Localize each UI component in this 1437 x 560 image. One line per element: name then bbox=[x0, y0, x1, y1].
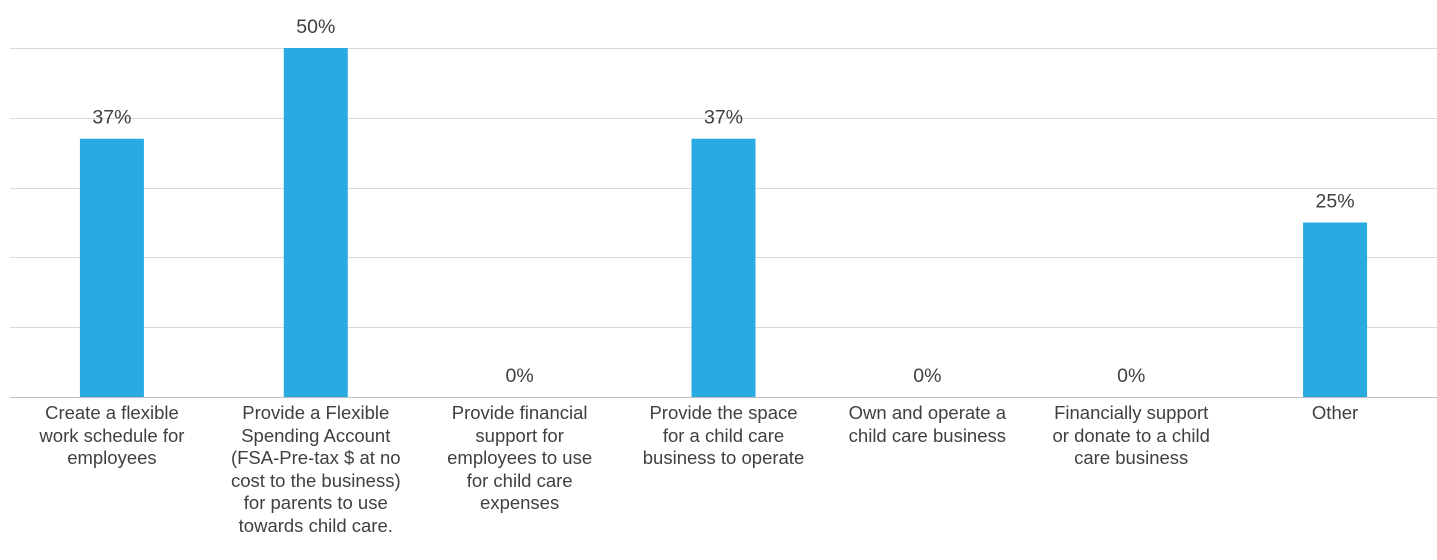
x-tick-label: Provide financial support for employees to… bbox=[447, 402, 593, 513]
data-label: 37% bbox=[92, 107, 131, 129]
data-label: 50% bbox=[296, 16, 335, 38]
data-label: 25% bbox=[1316, 191, 1355, 213]
bar bbox=[691, 138, 756, 398]
data-labels: 37% 50% 0% 37% 0% 0% 25% bbox=[92, 16, 1354, 387]
data-label: 0% bbox=[506, 365, 534, 387]
bar bbox=[283, 48, 348, 397]
x-tick-label: Create a flexible work schedule for employ… bbox=[39, 402, 185, 468]
data-label: 0% bbox=[1117, 365, 1145, 387]
bar bbox=[79, 138, 144, 398]
data-label: 0% bbox=[913, 365, 941, 387]
bar bbox=[1303, 222, 1368, 397]
bars bbox=[79, 48, 1368, 398]
x-tick-label: Provide the space for a child care busines… bbox=[642, 402, 805, 468]
data-label: 37% bbox=[704, 107, 743, 129]
x-tick-label: Provide a Flexible Spending Account (FSA-P… bbox=[230, 402, 401, 536]
x-tick-label: Other bbox=[1311, 402, 1359, 423]
x-tick-label: Own and operate a child care business bbox=[848, 402, 1007, 446]
x-tick-label: Financially support or donate to a child c… bbox=[1052, 402, 1210, 468]
